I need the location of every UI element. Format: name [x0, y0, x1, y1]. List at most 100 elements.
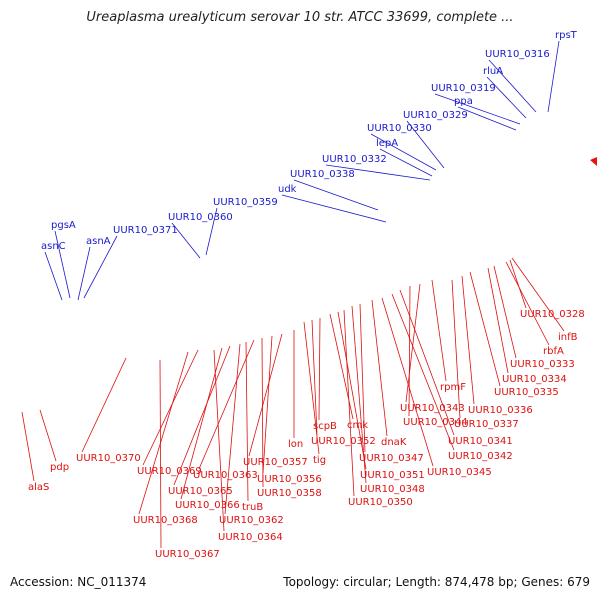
leader-line: [547, 40, 560, 113]
gene-label-forward: UUR10_0338: [290, 169, 355, 180]
gene-label-forward: UUR10_0316: [485, 49, 550, 60]
leader-line: [224, 343, 241, 515]
gene-label-reverse: scpB: [313, 421, 337, 432]
gene-label-reverse: UUR10_0333: [510, 359, 575, 370]
leader-line: [44, 251, 63, 301]
leader-line: [198, 339, 255, 470]
gene-label-reverse: UUR10_0328: [520, 309, 585, 320]
gene-label-reverse: alaS: [28, 482, 49, 493]
gene-label-reverse: UUR10_0334: [502, 374, 567, 385]
gene-label-reverse: UUR10_0341: [448, 436, 513, 447]
leader-line: [381, 297, 434, 467]
gene-label-forward: UUR10_0359: [213, 197, 278, 208]
gene-label-reverse: UUR10_0347: [359, 453, 424, 464]
leader-line: [21, 411, 35, 482]
gene-label-reverse: UUR10_0337: [454, 419, 519, 430]
leader-line: [329, 313, 354, 420]
leader-line: [487, 267, 509, 374]
gene-label-reverse: UUR10_0367: [155, 549, 220, 560]
accession-text: Accession: NC_011374: [10, 575, 147, 589]
gene-label-reverse: UUR10_0336: [468, 405, 533, 416]
gene-label-forward: UUR10_0360: [168, 212, 233, 223]
gene-label-reverse: truB: [242, 502, 263, 513]
leader-line: [171, 222, 201, 259]
leader-line: [371, 299, 388, 437]
gene-label-reverse: UUR10_0345: [427, 467, 492, 478]
leader-line: [293, 179, 379, 211]
leader-line: [138, 351, 189, 515]
gene-label-reverse: UUR10_0350: [348, 497, 413, 508]
gene-label-forward: udk: [278, 184, 297, 195]
leader-line: [469, 271, 501, 387]
leader-line: [39, 409, 57, 462]
gene-label-reverse: UUR10_0370: [76, 453, 141, 464]
gene-label-forward: rpsT: [555, 30, 578, 41]
leader-line: [311, 319, 318, 436]
leader-line: [245, 341, 249, 502]
gene-label-forward: rluA: [483, 66, 503, 77]
leader-line: [343, 309, 355, 497]
leader-line: [406, 120, 445, 169]
map-title: Ureaplasma urealyticum serovar 10 str. A…: [86, 10, 514, 25]
gene-label-reverse: UUR10_0351: [360, 470, 425, 481]
gene-label-reverse: infB: [558, 332, 578, 343]
leader-line: [142, 349, 199, 466]
leader-line: [434, 93, 521, 125]
label-leader-lines: [21, 40, 565, 549]
leader-line: [205, 207, 218, 256]
leader-line: [511, 257, 565, 332]
leader-line: [351, 305, 367, 484]
leader-line: [262, 335, 273, 474]
gene-label-forward: pgsA: [51, 220, 76, 231]
gene-label-reverse: UUR10_0363: [193, 470, 258, 481]
leader-line: [54, 230, 71, 299]
gene-label-forward: UUR10_0329: [403, 110, 468, 121]
leader-line: [261, 337, 264, 488]
leader-line: [408, 285, 411, 417]
gene-label-reverse: UUR10_0362: [219, 515, 284, 526]
topology-info: Topology: circular; Length: 874,478 bp; …: [283, 575, 590, 589]
leader-line: [431, 279, 447, 382]
gene-label-reverse: UUR10_0343: [400, 403, 465, 414]
gene-label-forward: asnA: [86, 236, 111, 247]
leader-line: [325, 164, 431, 181]
gene-label-reverse: dnaK: [381, 437, 407, 448]
leader-line: [370, 133, 437, 171]
gene-label-forward: ppa: [454, 96, 473, 107]
gene-label-reverse: UUR10_0364: [218, 532, 283, 543]
gene-label-reverse: cmk: [347, 420, 368, 431]
gene-label-forward: UUR10_0319: [431, 83, 496, 94]
gene-label-forward: lepA: [376, 138, 398, 149]
gene-label-reverse: tig: [313, 455, 326, 466]
leader-line: [281, 194, 387, 223]
gene-label-forward: asnC: [41, 241, 66, 252]
leader-line: [509, 259, 527, 309]
gene-label-reverse: UUR10_0358: [257, 488, 322, 499]
gene-label-reverse: UUR10_0352: [311, 436, 376, 447]
leader-line: [318, 317, 321, 421]
leader-line: [486, 76, 527, 119]
gene-label-reverse: UUR10_0348: [360, 484, 425, 495]
leader-line: [391, 293, 455, 451]
leader-line: [173, 345, 231, 486]
gene-label-reverse: rbfA: [543, 346, 564, 357]
leader-line: [488, 59, 537, 113]
gene-label-reverse: UUR10_0368: [133, 515, 198, 526]
gene-label-forward: UUR10_0330: [367, 123, 432, 134]
leader-line: [303, 321, 320, 455]
leader-line: [405, 283, 421, 403]
gene-label-reverse: pdp: [50, 462, 69, 473]
leader-line: [77, 246, 91, 301]
leader-line: [337, 311, 367, 470]
leader-line: [359, 303, 366, 453]
leader-line: [461, 275, 475, 405]
gene-label-reverse: UUR10_0366: [175, 500, 240, 511]
gene-label-reverse: UUR10_0356: [257, 474, 322, 485]
leader-line: [248, 333, 283, 457]
gene-features: [590, 157, 597, 166]
leader-line: [457, 106, 517, 131]
gene-label-reverse: UUR10_0344: [403, 417, 468, 428]
gene-label-reverse: lon: [288, 439, 303, 450]
